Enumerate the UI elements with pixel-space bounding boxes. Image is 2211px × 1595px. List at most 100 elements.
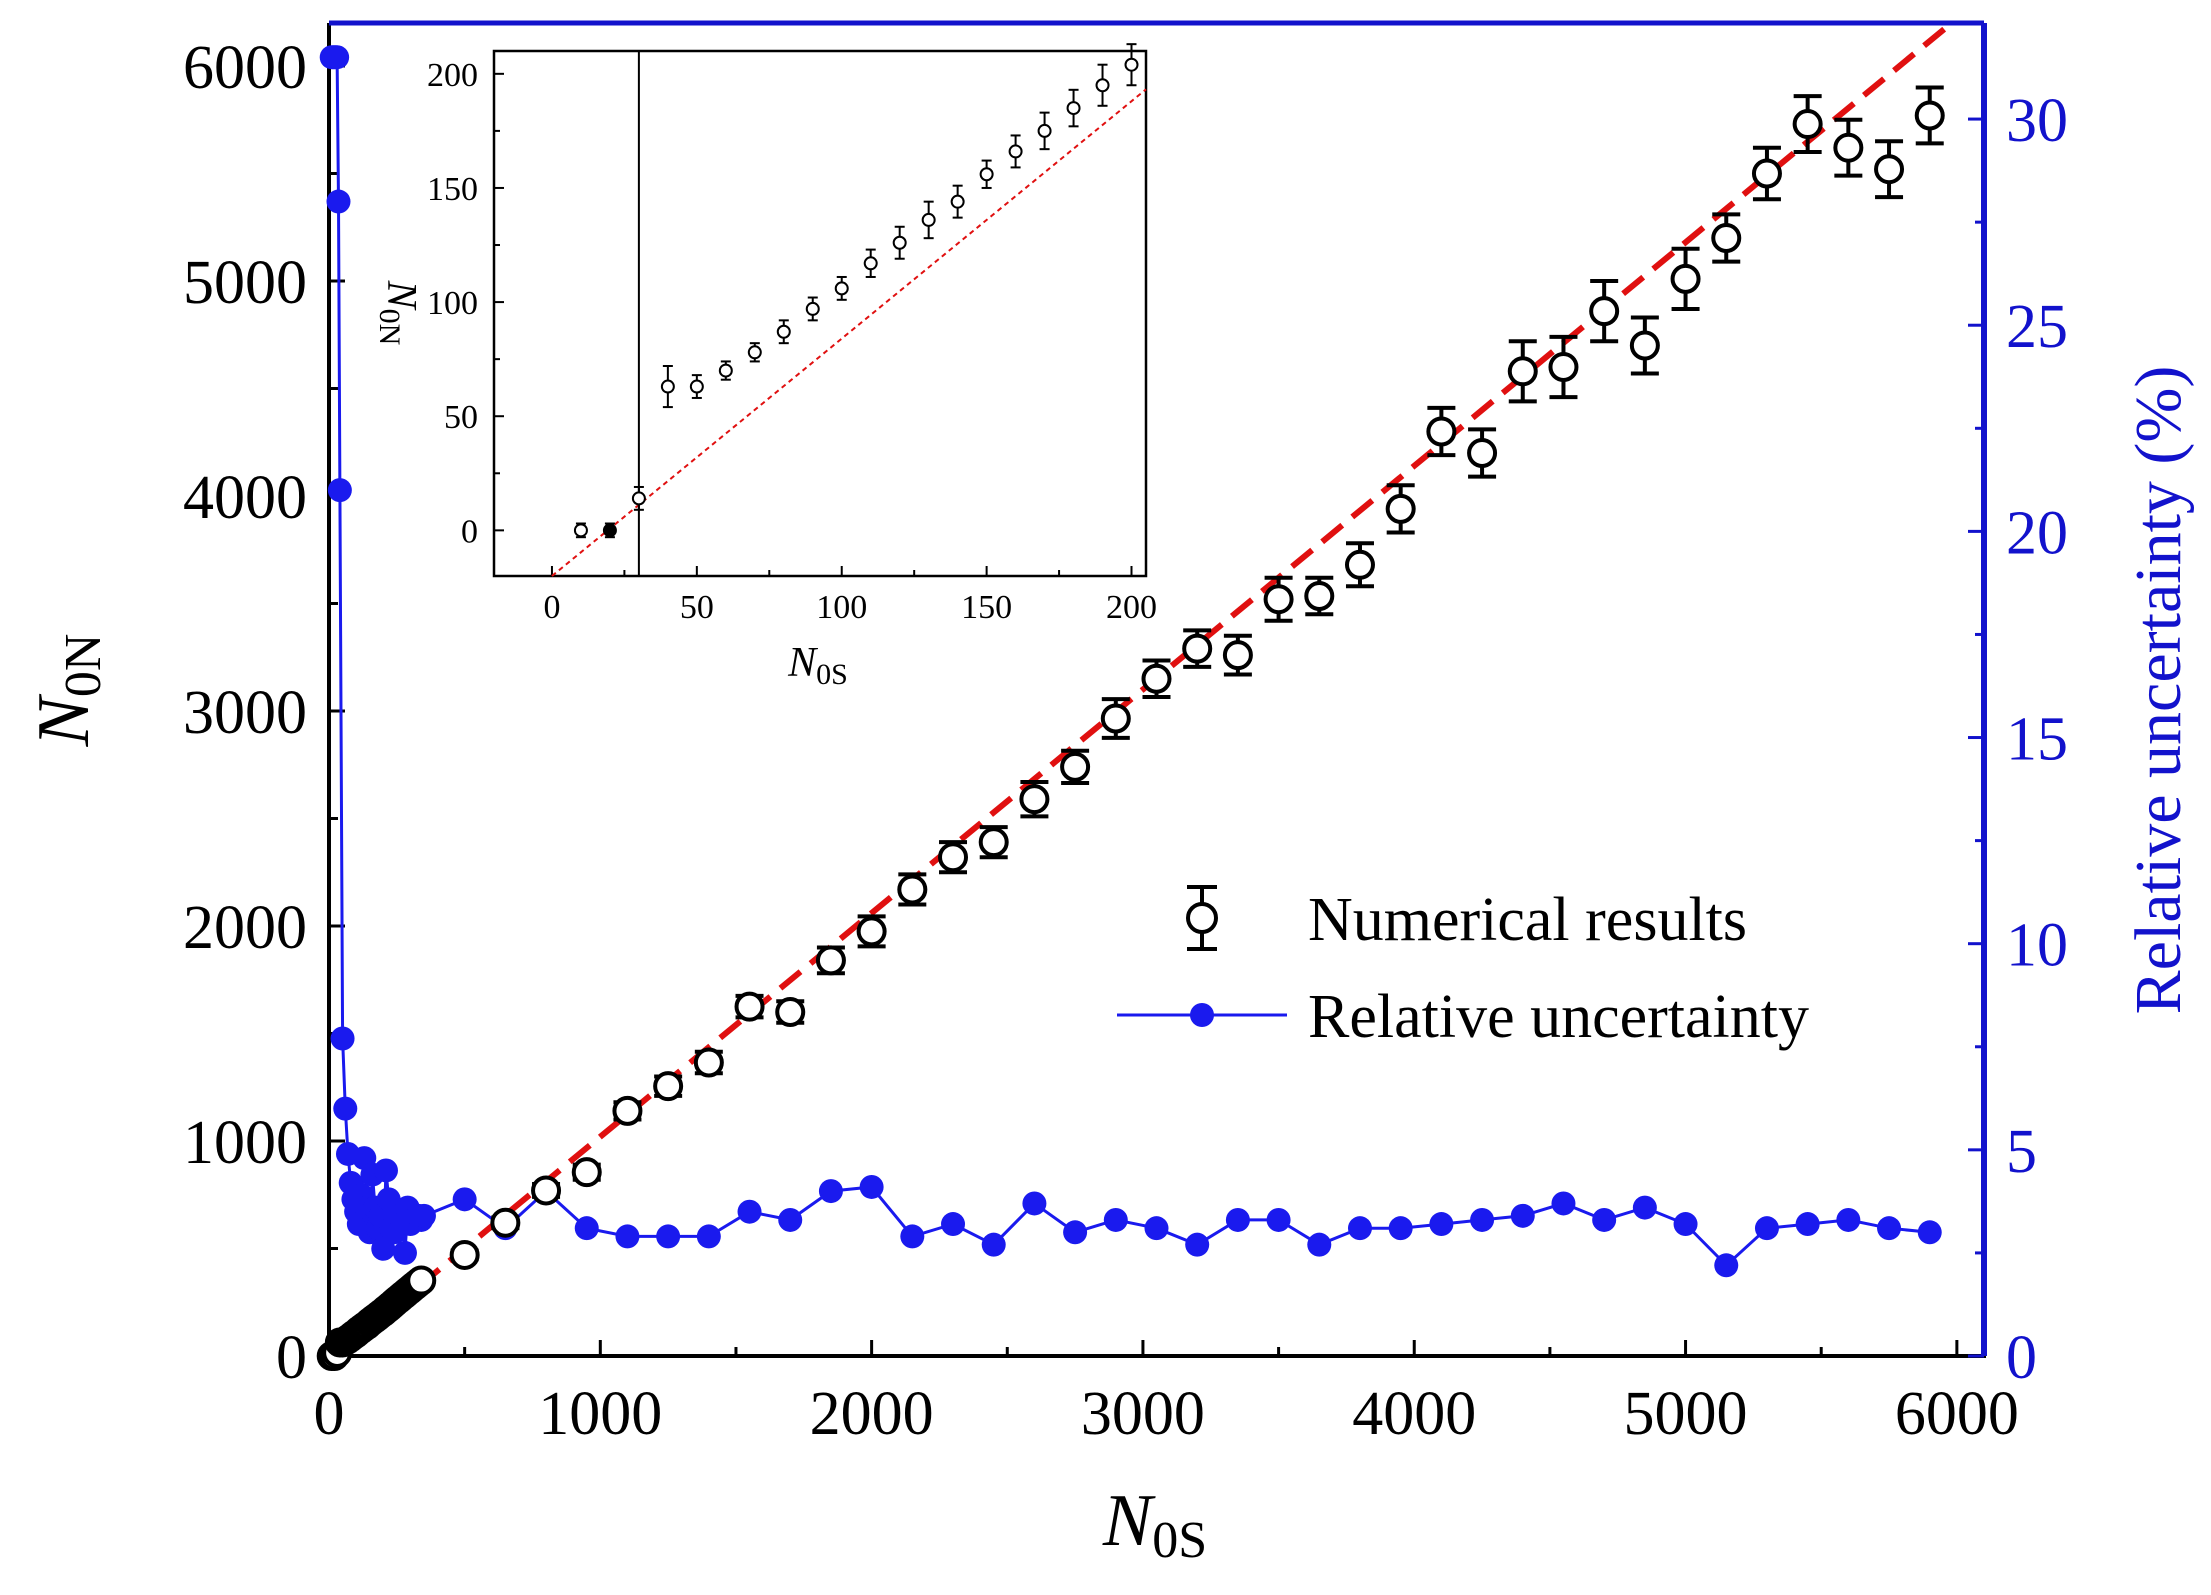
y2-tick-label: 5: [2006, 1118, 2037, 1186]
uncertainty-point: [1632, 1195, 1657, 1220]
numerical-point: [1711, 223, 1742, 253]
numerical-point: [1385, 493, 1416, 524]
inset-numerical-point: [892, 235, 907, 250]
numerical-point: [734, 991, 765, 1022]
numerical-point: [1304, 580, 1335, 611]
numerical-point: [1670, 263, 1701, 294]
numerical-point: [1060, 751, 1091, 782]
inset-fit-line: [551, 88, 1147, 577]
numerical-point: [815, 945, 846, 976]
y-tick-label: 5000: [183, 249, 307, 317]
numerical-point: [1833, 132, 1864, 163]
numerical-point: [1344, 549, 1375, 580]
x-tick-label: 2000: [810, 1380, 934, 1448]
y-tick-label: 4000: [183, 464, 307, 532]
inset-x-axis-label: N0S: [787, 640, 848, 691]
inset-numerical-point: [689, 379, 704, 394]
inset-ticks: 0 50 100 150 200 0 50 100 150 200: [427, 57, 1157, 626]
uncertainty-point: [818, 1179, 843, 1204]
uncertainty-point: [1225, 1207, 1250, 1232]
x-axis-label: N0S: [1102, 1480, 1207, 1569]
numerical-point: [1589, 296, 1620, 327]
uncertainty-point: [1877, 1216, 1902, 1241]
inset-frame: [492, 49, 1148, 578]
y-axis-label-main: N: [23, 693, 105, 747]
numerical-point: [1182, 633, 1213, 664]
inset-numerical-point: [1008, 144, 1023, 159]
inset-numerical-point: [805, 301, 820, 316]
uncertainty-point: [615, 1224, 640, 1249]
inset-y-axis-label: N0N: [373, 280, 424, 346]
y-axis-label-sub: 0N: [55, 634, 112, 698]
uncertainty-point: [656, 1224, 681, 1249]
y2-tick-label: 30: [2006, 87, 2068, 155]
inset-y-axis-label-main: N: [378, 280, 424, 311]
uncertainty-point: [333, 1096, 358, 1121]
numerical-point: [490, 1207, 521, 1238]
uncertainty-point: [1836, 1207, 1861, 1232]
inset-numerical-point: [1037, 123, 1052, 138]
uncertainty-point: [1510, 1203, 1535, 1228]
inset-numerical-point: [1066, 101, 1081, 116]
numerical-point: [1467, 438, 1498, 468]
uncertainty-point: [1795, 1212, 1820, 1237]
y2-tick-label: 0: [2006, 1324, 2037, 1392]
inset-numerical-series: [573, 43, 1139, 539]
numerical-point: [1629, 330, 1660, 361]
uncertainty-point: [452, 1187, 477, 1212]
uncertainty-point: [1592, 1207, 1617, 1232]
inset-x-tick-label: 200: [1106, 589, 1157, 626]
inset-x-tick-label: 100: [816, 589, 867, 626]
inset-numerical-point: [979, 167, 994, 182]
numerical-point: [938, 842, 969, 873]
legend: Numerical results Relative uncertainty: [1117, 885, 1809, 1051]
uncertainty-point: [1714, 1253, 1739, 1278]
numerical-point: [1019, 784, 1050, 815]
inset-y-axis-label-sub: 0N: [373, 309, 406, 346]
inset-x-tick-label: 150: [961, 589, 1012, 626]
uncertainty-point: [1754, 1216, 1779, 1241]
legend-numerical-marker: [1186, 902, 1218, 934]
inset-numerical-point: [776, 324, 791, 339]
y2-tick-label: 25: [2006, 293, 2068, 361]
inset-numerical-point: [863, 256, 878, 271]
numerical-point: [406, 1265, 437, 1296]
y2-tick-label: 10: [2006, 912, 2068, 980]
numerical-point: [1100, 703, 1131, 734]
inset-numerical-point: [602, 523, 617, 538]
x-tick-label: 6000: [1895, 1380, 2019, 1448]
inset-numerical-point: [1124, 57, 1139, 72]
uncertainty-point: [859, 1174, 884, 1199]
numerical-point: [1751, 158, 1782, 189]
numerical-point: [1426, 416, 1457, 447]
numerical-series: [316, 85, 1945, 1371]
numerical-point: [531, 1175, 562, 1206]
uncertainty-point: [1673, 1212, 1698, 1237]
main-ticks: 0 1000 2000 3000 4000 5000 6000010002000300040…: [183, 34, 2068, 1448]
y-tick-label: 2000: [183, 894, 307, 962]
uncertainty-point: [981, 1232, 1006, 1257]
numerical-point: [1222, 640, 1253, 671]
x-tick-label: 3000: [1081, 1380, 1205, 1448]
inset-numerical-point: [921, 212, 936, 227]
inset-fit-line-group: [551, 88, 1147, 577]
x-axis-label-sub: 0S: [1152, 1512, 1207, 1569]
numerical-point: [1914, 100, 1945, 131]
numerical-point: [1263, 584, 1294, 615]
y-tick-label: 6000: [183, 34, 307, 102]
inset-x-axis-label-main: N: [787, 640, 818, 686]
x-tick-label: 1000: [538, 1380, 662, 1448]
uncertainty-point: [1388, 1216, 1413, 1241]
inset-numerical-point: [660, 379, 675, 394]
uncertainty-point: [1917, 1220, 1942, 1245]
inset-y-tick-label: 200: [427, 57, 478, 94]
uncertainty-point: [696, 1224, 721, 1249]
uncertainty-point: [1307, 1232, 1332, 1257]
numerical-point: [856, 916, 887, 947]
x-tick-label: 4000: [1352, 1380, 1476, 1448]
y-tick-label: 0: [276, 1324, 307, 1392]
uncertainty-point: [1429, 1212, 1454, 1237]
y2-axis-label: Relative uncertainty (%): [2122, 366, 2195, 1015]
